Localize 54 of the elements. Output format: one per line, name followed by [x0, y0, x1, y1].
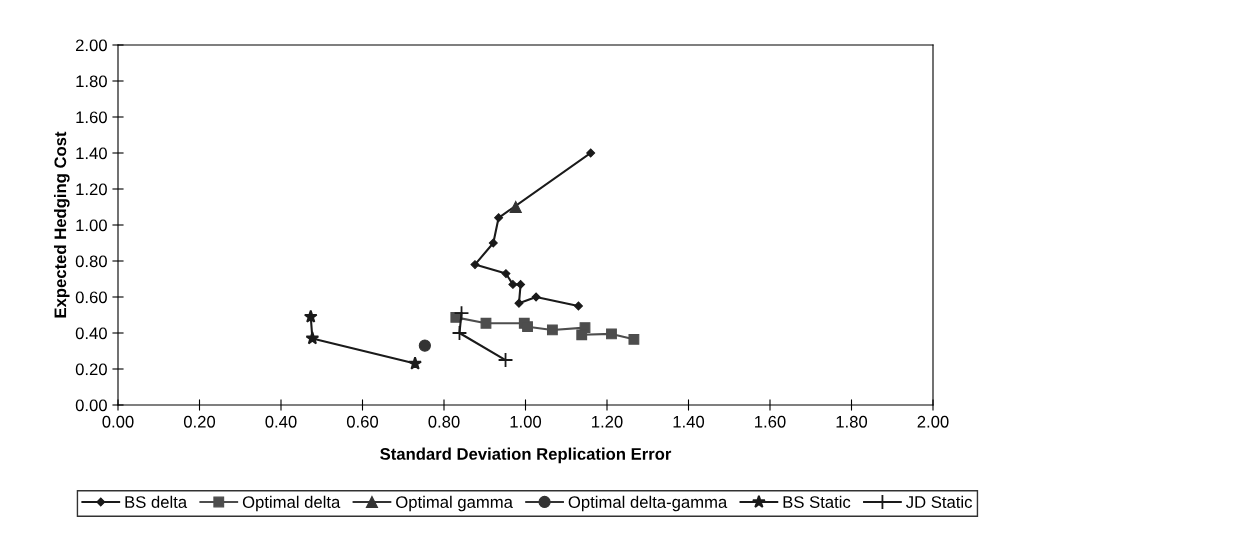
point	[470, 260, 480, 270]
x-tick-label: 0.20	[183, 415, 216, 428]
y-tick-label: 1.80	[76, 75, 107, 88]
y-tick-label: 0.20	[75, 363, 107, 376]
point	[508, 279, 518, 289]
y-tick-label: 1.00	[76, 219, 107, 232]
x-tick-label: 2.00	[917, 415, 949, 428]
x-tick-label: 0.80	[428, 415, 460, 428]
point	[408, 356, 422, 370]
point	[303, 309, 318, 323]
point	[522, 321, 533, 333]
legend-label: BS Static	[783, 495, 851, 508]
y-tick-label: 0.80	[75, 255, 107, 268]
point	[586, 148, 596, 158]
legend-label: BS delta	[125, 495, 188, 508]
point	[451, 325, 468, 341]
point	[494, 213, 504, 223]
point	[501, 269, 511, 279]
legend-label: Optimal delta-gamma	[568, 495, 728, 512]
point	[516, 279, 526, 289]
y-tick-label: 1.60	[76, 111, 107, 124]
x-tick-label: 1.00	[510, 415, 542, 428]
y-tick-label: 0.40	[75, 327, 107, 340]
point	[628, 333, 640, 345]
point	[576, 329, 588, 341]
point	[509, 200, 522, 214]
x-tick-label: 1.40	[673, 415, 705, 428]
y-tick-label: 1.40	[76, 147, 107, 160]
x-tick-label: 1.80	[836, 415, 868, 428]
legend-label: Optimal gamma	[396, 495, 513, 512]
y-tick-label: 0.60	[75, 291, 107, 304]
point	[573, 301, 583, 311]
point	[497, 352, 514, 368]
point	[514, 298, 524, 308]
x-axis-title: Standard Deviation Replication Error	[380, 447, 672, 464]
point	[453, 305, 470, 322]
point	[488, 238, 498, 248]
point	[480, 317, 492, 329]
y-tick-label: 2.00	[75, 39, 107, 52]
x-tick-label: 0.60	[346, 415, 379, 428]
y-tick-label: 1.20	[76, 183, 107, 196]
y-axis-title: Expected Hedging Cost	[53, 131, 70, 318]
x-tick-label: 1.20	[592, 415, 623, 428]
point	[418, 339, 431, 352]
x-tick-label: 1.60	[755, 415, 786, 428]
point	[305, 331, 320, 345]
point	[606, 328, 617, 340]
x-tick-label: 0.00	[102, 415, 134, 428]
legend-label: Optimal delta	[242, 495, 341, 512]
x-tick-label: 0.40	[265, 415, 297, 428]
point	[546, 324, 558, 336]
legend-label: JD Static	[906, 495, 973, 508]
y-tick-label: 0.00	[75, 399, 107, 412]
point	[531, 292, 541, 302]
